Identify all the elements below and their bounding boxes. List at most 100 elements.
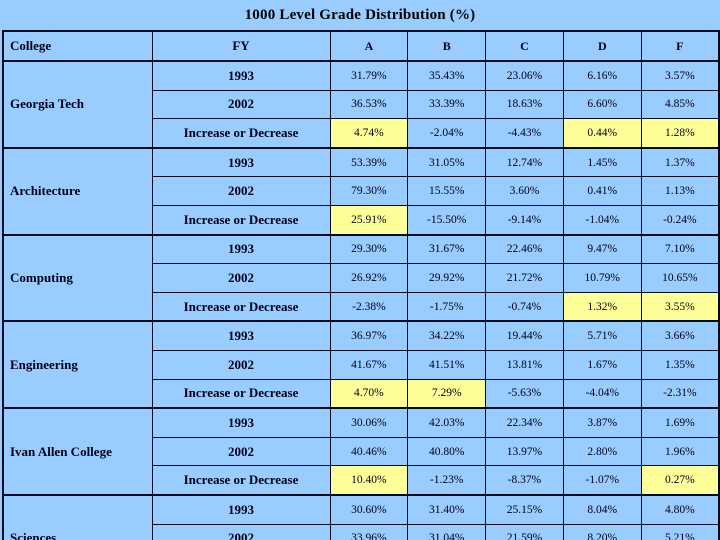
value-cell: 10.65%	[640, 263, 720, 293]
value-cell: 53.39%	[329, 146, 409, 178]
value-cell-highlighted: 1.32%	[562, 291, 642, 322]
value-cell: 8.04%	[562, 493, 642, 525]
header-row: College FY A B C D F	[2, 30, 720, 62]
value-cell-highlighted: 4.74%	[329, 118, 409, 149]
value-cell-highlighted: 10.40%	[329, 465, 409, 496]
value-cell-highlighted: 0.27%	[640, 465, 720, 496]
value-cell: -4.43%	[485, 118, 564, 149]
value-cell: 1.45%	[562, 146, 642, 178]
value-cell: 1.96%	[640, 436, 720, 467]
table-header: College FY A B C D F	[2, 30, 720, 62]
value-cell: 18.63%	[485, 89, 564, 120]
value-cell: 5.21%	[640, 523, 720, 540]
column-header-c: C	[485, 30, 564, 62]
value-cell: -5.63%	[485, 378, 564, 409]
value-cell: 36.97%	[329, 320, 409, 351]
value-cell: -1.75%	[407, 291, 487, 322]
table-row: 2002 26.92% 29.92% 21.72% 10.79% 10.65%	[3, 263, 720, 293]
fiscal-year-cell: 2002	[151, 89, 331, 120]
increase-decrease-label-cell: Increase or Decrease	[151, 378, 331, 409]
value-cell: 6.60%	[562, 89, 642, 120]
value-cell: 42.03%	[407, 407, 487, 438]
value-cell: 12.74%	[485, 146, 564, 178]
value-cell: 15.55%	[407, 176, 487, 206]
value-cell: -0.74%	[485, 291, 564, 322]
table-row: 2002 36.53% 33.39% 18.63% 6.60% 4.85%	[3, 89, 720, 120]
fiscal-year-cell: 1993	[151, 407, 331, 438]
value-cell: 1.37%	[640, 146, 720, 178]
table-body: Georgia Tech 1993 31.79% 35.43% 23.06% 6.16% 3…	[2, 59, 720, 540]
value-cell: 31.67%	[407, 233, 487, 265]
fiscal-year-cell: 1993	[151, 146, 331, 178]
fiscal-year-cell: 2002	[151, 436, 331, 467]
value-cell-highlighted: 4.70%	[329, 378, 409, 409]
fiscal-year-cell: 1993	[151, 233, 331, 265]
increase-decrease-label-cell: Increase or Decrease	[151, 204, 331, 236]
value-cell: 23.06%	[485, 59, 564, 91]
value-cell: 13.81%	[485, 349, 564, 380]
value-cell: 2.80%	[562, 436, 642, 467]
value-cell: 10.79%	[562, 263, 642, 293]
table-row: Increase or Decrease -2.38% -1.75% -0.74% 1.…	[3, 291, 720, 322]
value-cell: -8.37%	[485, 465, 564, 496]
college-cell: Engineering	[2, 320, 153, 409]
value-cell: -0.24%	[640, 204, 720, 236]
value-cell: -1.04%	[562, 204, 642, 236]
table-row: Sciences 1993 30.60% 31.40% 25.15% 8.04% 4.80%	[2, 493, 720, 540]
value-cell: 22.34%	[485, 407, 564, 438]
value-cell: 40.46%	[329, 436, 409, 467]
value-cell: 3.60%	[485, 176, 564, 206]
value-cell-highlighted: 7.29%	[407, 378, 487, 409]
value-cell: -2.31%	[640, 378, 720, 409]
fiscal-year-cell: 2002	[151, 349, 331, 380]
value-cell: -2.38%	[329, 291, 409, 322]
value-cell: 8.20%	[562, 523, 642, 540]
value-cell-highlighted: 0.44%	[562, 118, 642, 149]
value-cell: 40.80%	[407, 436, 487, 467]
table-row: Increase or Decrease 10.40% -1.23% -8.37% -1…	[3, 465, 720, 496]
value-cell: -1.07%	[562, 465, 642, 496]
value-cell: 21.72%	[485, 263, 564, 293]
value-cell: 31.40%	[407, 493, 487, 525]
fiscal-year-cell: 2002	[151, 263, 331, 293]
value-cell: 36.53%	[329, 89, 409, 120]
grade-distribution-table: College FY A B C D F Georgia Tech 1993 31.…	[2, 30, 720, 540]
college-cell: Computing	[2, 233, 153, 322]
value-cell: 1.35%	[640, 349, 720, 380]
value-cell: -15.50%	[407, 204, 487, 236]
value-cell: -1.23%	[407, 465, 487, 496]
value-cell: -9.14%	[485, 204, 564, 236]
table-row: 2002 33.96% 31.04% 21.59% 8.20% 5.21%	[3, 523, 720, 540]
value-cell: 33.39%	[407, 89, 487, 120]
value-cell-highlighted: 25.91%	[329, 204, 409, 236]
table-row: Ivan Allen College 1993 30.06% 42.03% 22.34%…	[2, 407, 720, 496]
value-cell: 26.92%	[329, 263, 409, 293]
value-cell: 41.51%	[407, 349, 487, 380]
value-cell: 29.92%	[407, 263, 487, 293]
college-cell: Sciences	[2, 493, 153, 540]
column-header-a: A	[329, 30, 409, 62]
increase-decrease-label-cell: Increase or Decrease	[151, 465, 331, 496]
value-cell: 3.57%	[640, 59, 720, 91]
value-cell: 31.05%	[407, 146, 487, 178]
table-row: 2002 79.30% 15.55% 3.60% 0.41% 1.13%	[3, 176, 720, 206]
value-cell: 4.80%	[640, 493, 720, 525]
value-cell: 31.04%	[407, 523, 487, 540]
value-cell: 1.67%	[562, 349, 642, 380]
column-header-b: B	[407, 30, 487, 62]
college-cell: Ivan Allen College	[2, 407, 153, 496]
value-cell: 41.67%	[329, 349, 409, 380]
fiscal-year-cell: 1993	[151, 493, 331, 525]
fiscal-year-cell: 1993	[151, 320, 331, 351]
college-cell: Georgia Tech	[2, 60, 153, 149]
value-cell: 34.22%	[407, 320, 487, 351]
value-cell: 33.96%	[329, 523, 409, 540]
fiscal-year-cell: 2002	[151, 523, 331, 540]
value-cell: 30.60%	[329, 493, 409, 525]
value-cell: 13.97%	[485, 436, 564, 467]
fiscal-year-cell: 1993	[151, 59, 331, 91]
value-cell: 30.06%	[329, 407, 409, 438]
table-row: Increase or Decrease 4.74% -2.04% -4.43% 0.4…	[3, 118, 720, 149]
value-cell-highlighted: 1.28%	[640, 118, 720, 149]
